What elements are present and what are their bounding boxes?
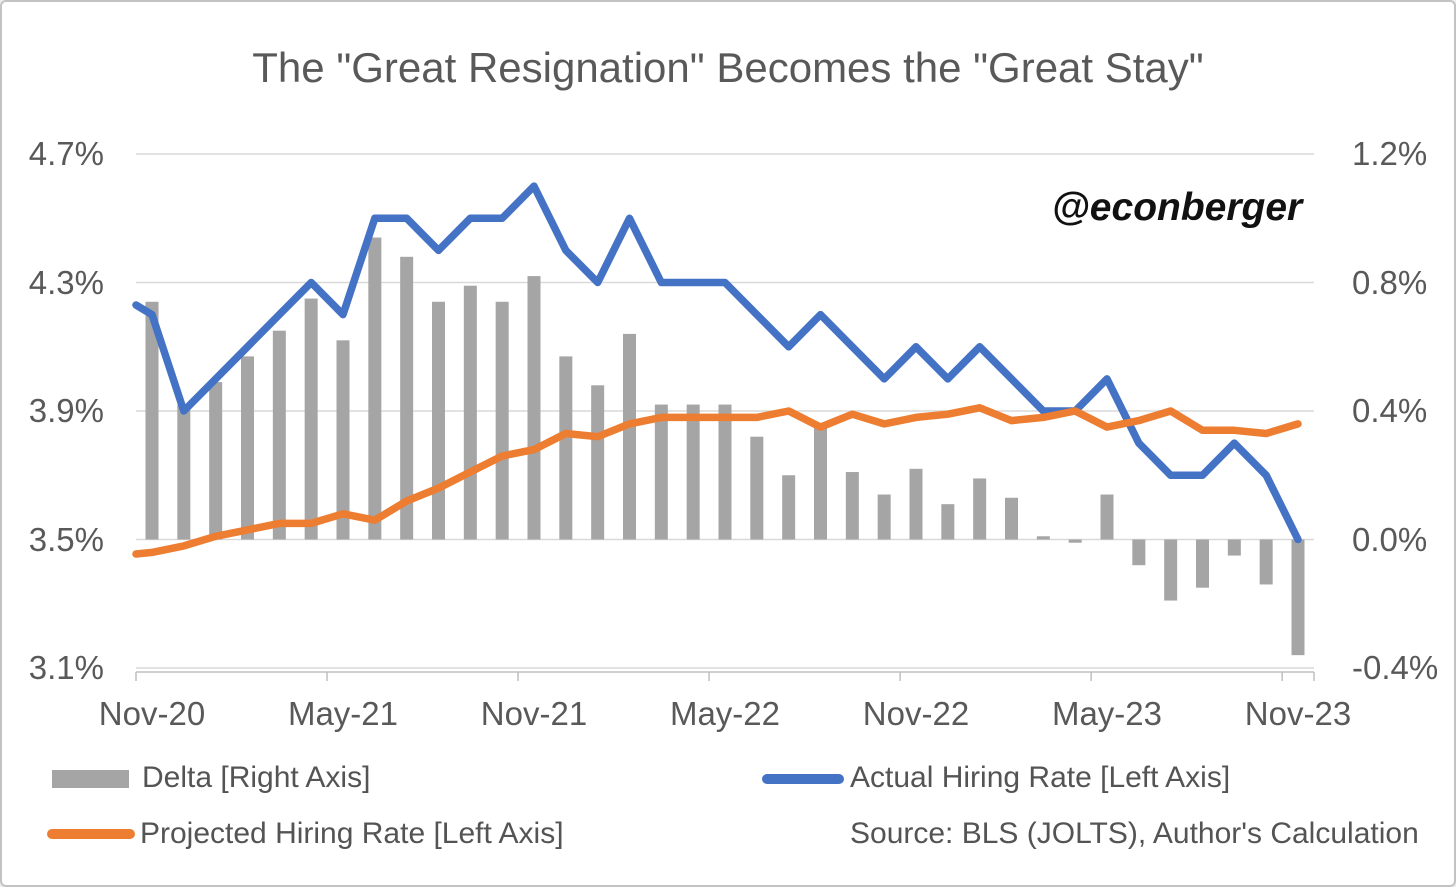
delta-bar [241, 356, 254, 540]
delta-bar [304, 298, 318, 540]
delta-bar [1196, 539, 1209, 588]
legend-actual-swatch [762, 774, 844, 784]
delta-bar [1005, 497, 1018, 540]
legend-projected-swatch [47, 829, 135, 839]
delta-bar [527, 276, 541, 540]
x-axis-label: May-23 [1051, 695, 1163, 732]
right-axis-label: 0.8% [1352, 263, 1428, 301]
x-axis-label: Nov-23 [1244, 695, 1352, 732]
delta-bar [1291, 539, 1305, 656]
right-axis-label: 0.0% [1352, 520, 1428, 558]
left-axis-label: 3.5% [28, 520, 104, 558]
right-axis-label: -0.4% [1352, 649, 1439, 686]
legend-actual-label: Actual Hiring Rate [Left Axis] [850, 761, 1231, 794]
delta-bar [368, 237, 382, 540]
delta-bar [1068, 539, 1082, 543]
delta-bar [1100, 494, 1114, 540]
delta-bar [1227, 539, 1241, 556]
x-axis-label: May-21 [287, 695, 399, 732]
delta-bar [654, 404, 668, 540]
delta-bar [1036, 536, 1050, 540]
delta-bar [209, 382, 223, 540]
delta-bar [495, 301, 509, 540]
delta-bar [782, 475, 796, 540]
delta-bar [591, 385, 605, 540]
delta-bar [1164, 539, 1178, 601]
delta-bar [463, 285, 477, 540]
left-axis-label: 4.3% [28, 263, 104, 301]
delta-bar [1259, 539, 1273, 585]
delta-bar [750, 436, 764, 540]
delta-bar [400, 256, 414, 540]
delta-bar [177, 404, 191, 540]
source-note: Source: BLS (JOLTS), Author's Calculatio… [850, 817, 1419, 850]
projected-line [132, 404, 1302, 558]
delta-bar [941, 504, 955, 540]
legend-delta-swatch [52, 770, 129, 788]
delta-bar [623, 333, 636, 540]
x-axis-label: Nov-22 [862, 695, 970, 732]
left-axis-label: 3.9% [28, 392, 104, 429]
right-axis-label: 0.4% [1352, 392, 1428, 429]
delta-bar [272, 330, 286, 540]
delta-bar [1132, 539, 1146, 566]
delta-bar [686, 404, 700, 540]
delta-bar [559, 356, 573, 540]
watermark: @econberger [1051, 186, 1303, 229]
x-axis-label: Nov-20 [98, 695, 206, 732]
delta-bar [336, 340, 350, 540]
left-axis-label: 4.7% [28, 135, 104, 172]
delta-bar [909, 468, 923, 540]
x-axis-label: Nov-21 [480, 695, 588, 732]
delta-bar [145, 301, 159, 540]
legend-projected-label: Projected Hiring Rate [Left Axis] [140, 817, 564, 850]
delta-bar [432, 301, 445, 540]
chart-title: The "Great Resignation" Becomes the "Gre… [252, 44, 1204, 91]
delta-bar [973, 478, 987, 540]
legend-delta-label: Delta [Right Axis] [142, 761, 371, 794]
delta-bar [814, 427, 827, 540]
delta-bar [718, 404, 732, 540]
right-axis-label: 1.2% [1352, 135, 1428, 172]
actual-line [132, 182, 1302, 544]
x-axis-label: May-22 [669, 695, 781, 732]
delta-bar [845, 472, 859, 540]
left-axis-label: 3.1% [28, 649, 104, 686]
delta-bar [877, 494, 891, 540]
